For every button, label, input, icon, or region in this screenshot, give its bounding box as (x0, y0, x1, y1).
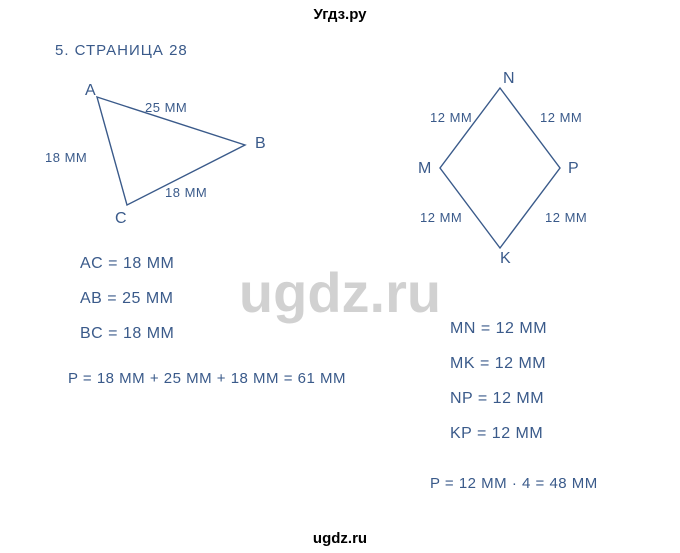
measure-kp: KP = 12 MM (450, 425, 543, 443)
site-header: Угдз.ру (0, 6, 680, 23)
page: { "header": { "site": "Угдз.ру" }, "foot… (0, 0, 680, 553)
vertex-p: P (568, 160, 579, 178)
vertex-n: N (503, 70, 515, 88)
rhombus-perimeter: P = 12 MM · 4 = 48 MM (430, 475, 598, 492)
vertex-a: A (85, 82, 96, 100)
measure-mk: MK = 12 MM (450, 355, 546, 373)
vertex-b: B (255, 135, 266, 153)
measure-ab: AB = 25 MM (80, 290, 173, 308)
vertex-m: M (418, 160, 432, 178)
edge-np-label: 12 MM (540, 110, 582, 125)
measure-ac: AC = 18 MM (80, 255, 174, 273)
measure-np: NP = 12 MM (450, 390, 544, 408)
vertex-k: K (500, 250, 511, 268)
edge-bc-label: 18 MM (165, 185, 207, 200)
edge-mk-label: 12 MM (420, 210, 462, 225)
edge-ab-label: 25 MM (145, 100, 187, 115)
site-footer: ugdz.ru (0, 530, 680, 547)
measure-mn: MN = 12 MM (450, 320, 547, 338)
vertex-c: C (115, 210, 127, 228)
measure-bc: BC = 18 MM (80, 325, 174, 343)
problem-title: 5. СТРАНИЦА 28 (55, 42, 188, 59)
edge-mn-label: 12 MM (430, 110, 472, 125)
edge-kp-label: 12 MM (545, 210, 587, 225)
edge-ac-label: 18 MM (45, 150, 87, 165)
triangle-perimeter: P = 18 MM + 25 MM + 18 MM = 61 MM (68, 370, 346, 387)
